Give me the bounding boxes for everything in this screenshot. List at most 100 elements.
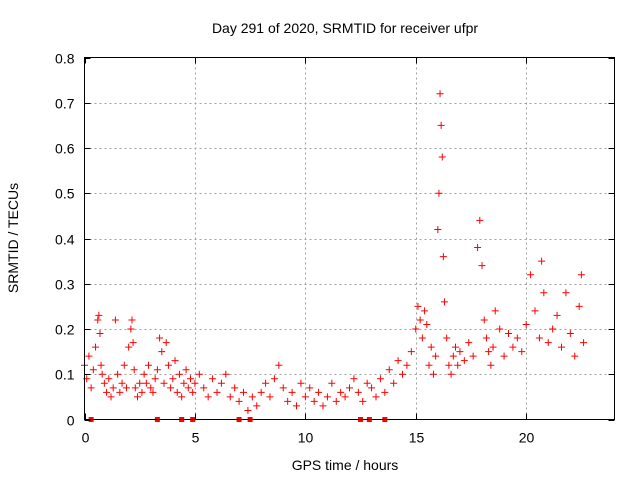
data-point [432, 352, 440, 360]
data-point [178, 393, 186, 401]
y-tick-label: 0.6 [55, 141, 75, 157]
data-point [439, 253, 447, 261]
data-point [518, 348, 526, 356]
data-point [95, 311, 103, 319]
data-point [381, 388, 389, 396]
data-point [217, 379, 225, 387]
data-point [248, 393, 256, 401]
data-point [131, 384, 139, 392]
data-point [423, 320, 431, 328]
data-point [103, 388, 111, 396]
data-point [399, 370, 406, 378]
data-point [142, 379, 150, 387]
data-point [416, 316, 424, 324]
y-axis-ticks: 0 0.1 0.2 0.3 0.4 0.5 0.6 0.7 0.8 [55, 51, 615, 429]
data-point [337, 388, 345, 396]
data-point [97, 361, 105, 369]
data-point [474, 244, 482, 252]
data-point [200, 384, 208, 392]
data-point [140, 370, 148, 378]
data-point [279, 384, 287, 392]
data-point [385, 366, 393, 374]
data-point [509, 343, 517, 351]
x-tick-label: 20 [519, 430, 535, 446]
data-point [540, 289, 548, 297]
x-axis-label: GPS time / hours [292, 457, 399, 473]
y-tick-label: 0.7 [55, 96, 75, 112]
data-point [437, 121, 445, 129]
data-point [412, 325, 420, 333]
data-point [226, 393, 234, 401]
data-point [109, 384, 117, 392]
data-point [153, 366, 161, 374]
data-point [376, 375, 384, 383]
data-point [149, 388, 157, 396]
data-point [489, 343, 497, 351]
y-tick-label: 0.5 [55, 186, 75, 202]
data-point [127, 325, 135, 333]
y-tick-label: 0.3 [55, 277, 75, 293]
data-point [169, 375, 177, 383]
data-point [531, 307, 539, 315]
data-point [487, 361, 495, 369]
data-point [120, 361, 128, 369]
data-point [182, 366, 190, 374]
data-point [390, 379, 398, 387]
data-point [553, 311, 561, 319]
data-point [116, 388, 124, 396]
data-point [421, 307, 429, 315]
y-tick-label: 0.1 [55, 367, 75, 383]
data-point [328, 379, 336, 387]
data-point [372, 393, 380, 401]
data-point [346, 384, 353, 392]
data-point [394, 357, 402, 365]
data-point [403, 361, 411, 369]
data-point [332, 397, 340, 405]
y-tick-label: 0 [67, 413, 75, 429]
data-point [491, 307, 499, 315]
data-point [306, 384, 314, 392]
data-point [445, 361, 453, 369]
data-point [204, 393, 212, 401]
data-point [315, 388, 323, 396]
data-point [89, 366, 97, 374]
data-point [575, 302, 583, 310]
data-point [482, 334, 490, 342]
data-point [456, 348, 464, 356]
data-point [429, 370, 437, 378]
data-point [465, 339, 473, 347]
data-point [434, 225, 442, 233]
data-point [244, 406, 252, 414]
data-point [485, 348, 493, 356]
data-point [359, 397, 367, 405]
data-point [427, 343, 435, 351]
data-point [105, 375, 113, 383]
data-point [440, 298, 448, 306]
data-point [566, 330, 574, 338]
data-point [262, 379, 270, 387]
data-point [363, 379, 371, 387]
data-point [435, 189, 443, 197]
data-point [425, 361, 433, 369]
data-point [460, 357, 468, 365]
data-point [138, 388, 146, 396]
data-point [125, 343, 133, 351]
data-point [162, 339, 170, 347]
data-point [323, 393, 331, 401]
data-point [354, 388, 362, 396]
data-point [469, 352, 477, 360]
y-tick-label: 0.8 [55, 51, 75, 67]
data-point [443, 334, 451, 342]
data-point [275, 361, 283, 369]
data-point [500, 352, 508, 360]
data-point [527, 271, 535, 279]
data-point [538, 257, 546, 265]
data-point [288, 388, 296, 396]
data-point [189, 388, 197, 396]
data-point [128, 316, 136, 324]
data-point [158, 348, 166, 356]
data-point [270, 375, 278, 383]
data-point [129, 339, 137, 347]
x-tick-label: 5 [192, 430, 200, 446]
data-point [222, 370, 230, 378]
